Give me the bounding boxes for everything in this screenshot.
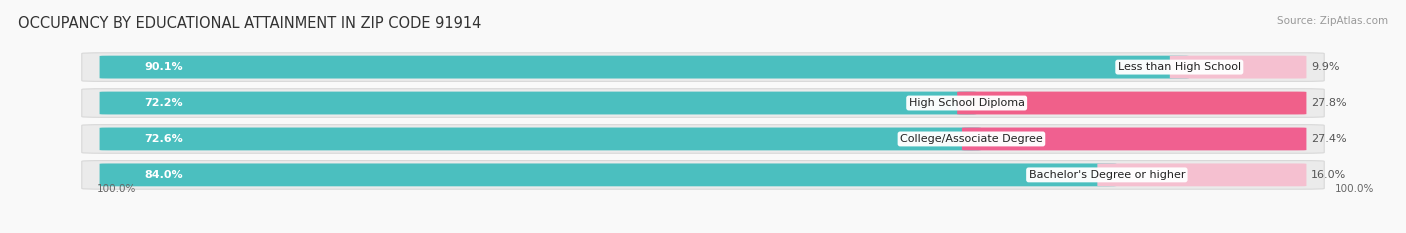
Text: 84.0%: 84.0% bbox=[145, 170, 183, 180]
Text: OCCUPANCY BY EDUCATIONAL ATTAINMENT IN ZIP CODE 91914: OCCUPANCY BY EDUCATIONAL ATTAINMENT IN Z… bbox=[18, 16, 482, 31]
Text: College/Associate Degree: College/Associate Degree bbox=[900, 134, 1043, 144]
FancyBboxPatch shape bbox=[100, 56, 1189, 79]
Text: 72.2%: 72.2% bbox=[145, 98, 183, 108]
Text: 16.0%: 16.0% bbox=[1312, 170, 1347, 180]
Text: 100.0%: 100.0% bbox=[97, 184, 136, 194]
FancyBboxPatch shape bbox=[962, 127, 1306, 150]
FancyBboxPatch shape bbox=[1170, 56, 1306, 79]
FancyBboxPatch shape bbox=[100, 92, 976, 114]
FancyBboxPatch shape bbox=[100, 164, 1116, 186]
FancyBboxPatch shape bbox=[82, 125, 1324, 153]
FancyBboxPatch shape bbox=[82, 161, 1324, 189]
Text: 27.8%: 27.8% bbox=[1312, 98, 1347, 108]
Text: 27.4%: 27.4% bbox=[1312, 134, 1347, 144]
Text: Bachelor's Degree or higher: Bachelor's Degree or higher bbox=[1029, 170, 1185, 180]
Text: Source: ZipAtlas.com: Source: ZipAtlas.com bbox=[1277, 16, 1388, 26]
FancyBboxPatch shape bbox=[82, 53, 1324, 81]
Text: 9.9%: 9.9% bbox=[1312, 62, 1340, 72]
Text: 72.6%: 72.6% bbox=[145, 134, 183, 144]
FancyBboxPatch shape bbox=[1097, 164, 1306, 186]
FancyBboxPatch shape bbox=[957, 92, 1306, 114]
Text: 90.1%: 90.1% bbox=[145, 62, 183, 72]
FancyBboxPatch shape bbox=[82, 89, 1324, 117]
Text: High School Diploma: High School Diploma bbox=[908, 98, 1025, 108]
FancyBboxPatch shape bbox=[100, 127, 981, 150]
Text: 100.0%: 100.0% bbox=[1334, 184, 1374, 194]
Text: Less than High School: Less than High School bbox=[1118, 62, 1241, 72]
